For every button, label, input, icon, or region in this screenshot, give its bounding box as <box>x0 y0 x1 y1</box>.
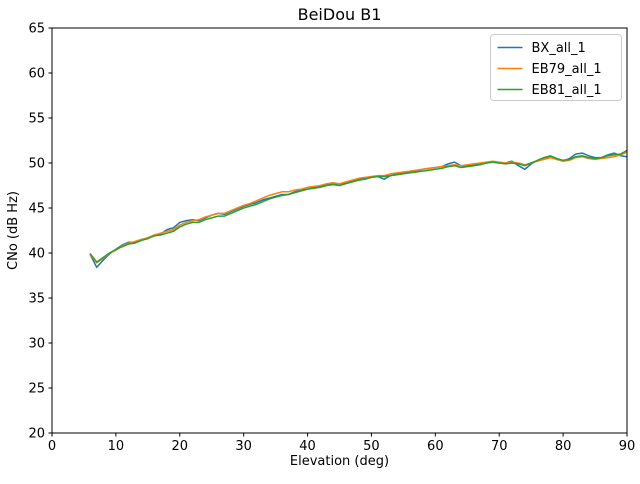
legend-item-BX_all_1: BX_all_1 <box>497 41 586 56</box>
y-tick-label: 30 <box>28 337 45 352</box>
data-series <box>89 149 627 269</box>
legend-label: EB81_all_1 <box>532 83 602 98</box>
y-tick-label: 20 <box>28 427 45 442</box>
legend-label: BX_all_1 <box>532 41 586 56</box>
x-tick-label: 60 <box>427 439 444 454</box>
y-tick-label: 45 <box>28 202 45 217</box>
y-tick-label: 35 <box>28 292 45 307</box>
legend-label: EB79_all_1 <box>532 62 602 77</box>
legend-box <box>490 34 622 101</box>
x-tick-label: 30 <box>235 439 252 454</box>
legend-item-EB81_all_1: EB81_all_1 <box>497 83 602 98</box>
y-tick-label: 40 <box>28 247 45 262</box>
y-axis-label: CNo (dB Hz) <box>6 191 21 270</box>
chart-title: BeiDou B1 <box>298 5 382 24</box>
legend-item-EB79_all_1: EB79_all_1 <box>497 62 602 77</box>
x-tick-label: 70 <box>491 439 508 454</box>
x-tick-label: 80 <box>555 439 572 454</box>
series-line-EB81_all_1 <box>89 149 627 263</box>
y-tick-label: 55 <box>28 112 45 127</box>
y-tick-label: 60 <box>28 67 45 82</box>
series-line-EB79_all_1 <box>89 151 627 264</box>
legend: BX_all_1 EB79_all_1 EB81_all_1 <box>490 34 622 101</box>
plot-spines <box>51 27 628 434</box>
y-tick-label: 65 <box>28 22 45 37</box>
x-tick-label: 20 <box>172 439 189 454</box>
x-axis-label: Elevation (deg) <box>290 454 389 469</box>
x-tick-label: 50 <box>363 439 380 454</box>
x-tick-label: 90 <box>619 439 636 454</box>
y-tick-label: 25 <box>28 382 45 397</box>
y-tick-label: 50 <box>28 157 45 172</box>
axis-ticks: 0 10 20 30 40 50 60 70 80 90 20 25 30 35 40 45 50 55 60 65 <box>28 22 635 455</box>
x-tick-label: 10 <box>108 439 125 454</box>
x-tick-label: 40 <box>299 439 316 454</box>
x-tick-label: 0 <box>48 439 56 454</box>
